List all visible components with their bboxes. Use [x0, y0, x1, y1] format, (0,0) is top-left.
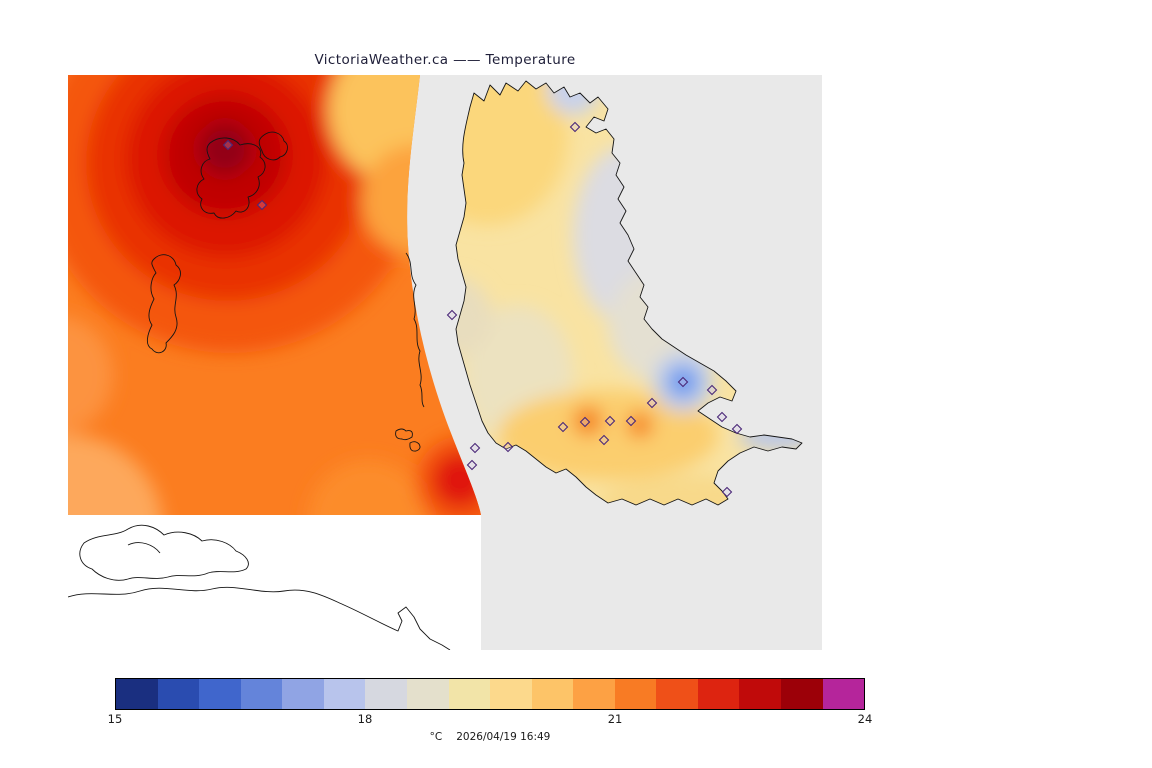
colorbar-segment: [282, 679, 324, 709]
colorbar-segment: [448, 679, 491, 709]
station-marker: [569, 121, 581, 133]
timestamp-label: 2026/04/19 16:49: [456, 731, 551, 743]
colorbar-segment: [739, 679, 781, 709]
colorbar-segment: [614, 679, 657, 709]
colorbar-segment: [406, 679, 449, 709]
station-marker: [625, 415, 637, 427]
station-marker: [222, 139, 234, 151]
colorbar-segment: [365, 679, 407, 709]
station-marker: [557, 421, 569, 433]
unit-label: °C: [429, 731, 443, 743]
colorbar-segment: [697, 679, 740, 709]
colorbar-segment: [531, 679, 574, 709]
colorbar-tick-label: 18: [357, 712, 373, 726]
colorbar-segment: [199, 679, 241, 709]
colorbar-segment: [573, 679, 615, 709]
station-marker: [446, 309, 458, 321]
station-marker: [469, 442, 481, 454]
colorbar-segment: [490, 679, 532, 709]
station-marker: [721, 486, 733, 498]
colorbar-segment: [116, 679, 158, 709]
station-marker: [706, 384, 718, 396]
page-title: VictoriaWeather.ca —— Temperature: [314, 52, 576, 68]
colorbar-segment: [323, 679, 366, 709]
coastlines: [68, 80, 803, 650]
weather-map-svg: [68, 75, 822, 650]
colorbar-segment: [781, 679, 823, 709]
station-marker: [716, 411, 728, 423]
colorbar-segment: [656, 679, 698, 709]
colorbar-segment: [157, 679, 200, 709]
no-data-area: [68, 515, 481, 650]
station-marker: [604, 415, 616, 427]
colorbar-ticks: 15 18 21 24: [108, 712, 873, 727]
colorbar-segment: [240, 679, 283, 709]
station-marker: [579, 416, 591, 428]
station-marker: [731, 423, 743, 435]
colorbar-segment: [822, 679, 865, 709]
station-marker: [646, 397, 658, 409]
colorbar: 15 18 21 24 °C 2026/04/19 16:49: [108, 678, 873, 743]
colorbar-tick-label: 15: [107, 712, 123, 726]
colorbar-gradient: [115, 678, 865, 710]
station-marker: [466, 459, 478, 471]
colorbar-tick-label: 21: [607, 712, 623, 726]
colorbar-caption: °C 2026/04/19 16:49: [115, 731, 865, 743]
station-marker: [677, 376, 689, 388]
station-marker: [256, 199, 268, 211]
station-marker: [598, 434, 610, 446]
temperature-map: [68, 75, 822, 650]
colorbar-tick-label: 24: [857, 712, 873, 726]
station-markers: [222, 121, 743, 498]
station-marker: [502, 441, 514, 453]
